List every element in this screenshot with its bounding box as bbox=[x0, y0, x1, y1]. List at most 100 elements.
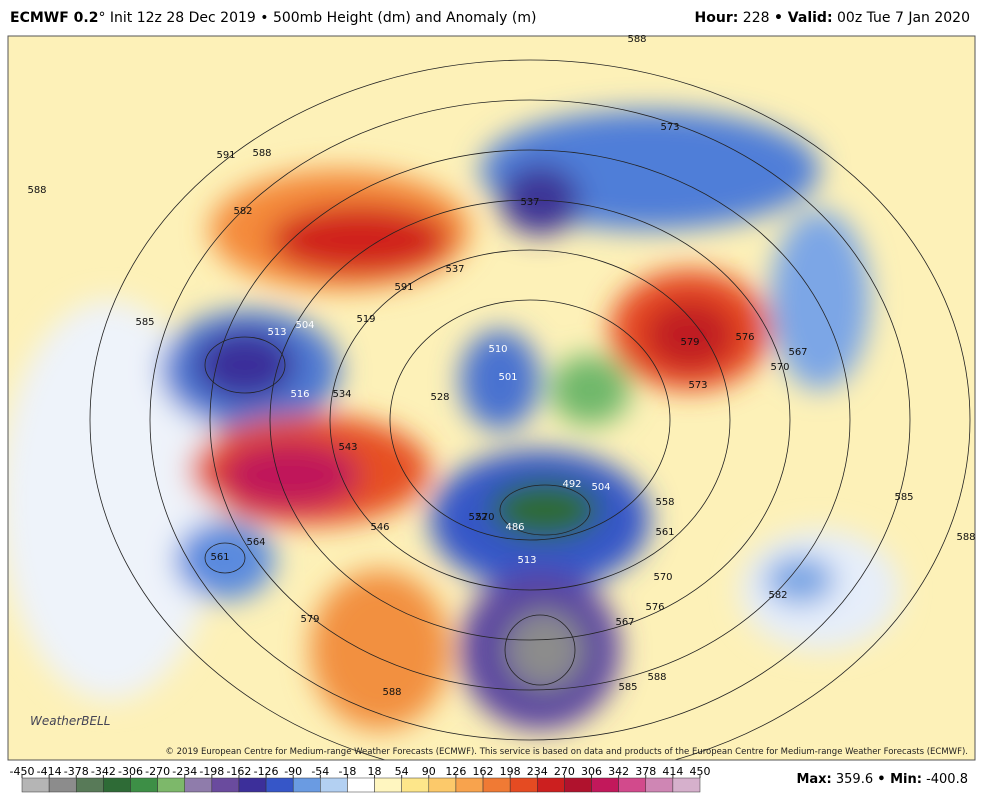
contour-label: 504 bbox=[295, 320, 314, 331]
colorbar-label: 414 bbox=[662, 765, 683, 778]
contour-label: 504 bbox=[591, 482, 610, 493]
max-label: Max: bbox=[796, 772, 831, 787]
degree: ° bbox=[98, 10, 106, 26]
contour-label: 528 bbox=[430, 392, 449, 403]
stats: Max: 359.6 • Min: -400.8 bbox=[796, 772, 968, 787]
colorbar-label: 198 bbox=[500, 765, 521, 778]
anomaly-fields bbox=[8, 110, 900, 730]
colorbar-label: -162 bbox=[226, 765, 251, 778]
valid: 00z Tue 7 Jan 2020 bbox=[837, 10, 970, 26]
contour-label: 519 bbox=[356, 314, 375, 325]
colorbar-label: 126 bbox=[445, 765, 466, 778]
colorbar-swatch bbox=[157, 777, 185, 793]
contour-label: 579 bbox=[300, 614, 319, 625]
contour-label: 579 bbox=[680, 337, 699, 348]
min: -400.8 bbox=[926, 772, 968, 787]
contour-label: 588 bbox=[27, 185, 46, 196]
header-left: ECMWF 0.2° Init 12z 28 Dec 2019 • 500mb … bbox=[10, 10, 536, 26]
copyright: © 2019 European Centre for Medium-range … bbox=[165, 747, 968, 757]
colorbar-swatch bbox=[265, 777, 294, 793]
contour-label: 546 bbox=[370, 522, 389, 533]
contour-label: 585 bbox=[894, 492, 913, 503]
colorbar-swatch bbox=[184, 777, 213, 793]
contour-label: 570 bbox=[653, 572, 672, 583]
colorbar-label: 54 bbox=[395, 765, 409, 778]
colorbar-label: -450 bbox=[10, 765, 35, 778]
colorbar-label: 270 bbox=[554, 765, 575, 778]
colorbar: -450 -414 -378 -342 -306 -270 -234 -198 -162 -126… bbox=[10, 765, 711, 793]
colorbar-swatch bbox=[238, 777, 267, 793]
contour-label: 588 bbox=[627, 34, 646, 45]
contour-label: 558 bbox=[655, 497, 674, 508]
colorbar-swatch bbox=[401, 777, 430, 793]
colorbar-label: -54 bbox=[311, 765, 329, 778]
contour-label: 510 bbox=[488, 344, 507, 355]
contour-label: 537 bbox=[520, 197, 539, 208]
contour-label: 591 bbox=[216, 150, 235, 161]
colorbar-label: -378 bbox=[64, 765, 89, 778]
contour-label: 516 bbox=[290, 389, 309, 400]
colorbar-label: 162 bbox=[473, 765, 494, 778]
colorbar-swatch bbox=[537, 777, 565, 793]
logo: WeatherBELL bbox=[30, 714, 110, 728]
min-label: • Min: bbox=[877, 772, 922, 787]
colorbar-swatch bbox=[564, 777, 592, 793]
height-contours bbox=[89, 59, 971, 760]
contour-label: 588 bbox=[956, 532, 975, 543]
colorbar-label: 378 bbox=[635, 765, 656, 778]
colorbar-swatch bbox=[428, 777, 457, 793]
colorbar-label: 450 bbox=[690, 765, 711, 778]
colorbar-swatch bbox=[482, 777, 511, 793]
colorbar-swatch bbox=[591, 777, 619, 793]
colorbar-label: -198 bbox=[199, 765, 224, 778]
colorbar-label: -414 bbox=[37, 765, 62, 778]
colorbar-swatch bbox=[645, 777, 674, 793]
colorbar-label: -342 bbox=[91, 765, 116, 778]
model: ECMWF 0.2 bbox=[10, 10, 99, 26]
hour-label: Hour: bbox=[694, 10, 739, 26]
colorbar-label: 18 bbox=[368, 765, 382, 778]
contour-label: 573 bbox=[688, 380, 707, 391]
contour-label: 561 bbox=[655, 527, 674, 538]
colorbar-swatch bbox=[320, 777, 348, 793]
colorbar-swatch bbox=[455, 777, 484, 793]
contour-label: 582 bbox=[768, 590, 787, 601]
colorbar-swatch bbox=[211, 777, 240, 793]
contour-label: 534 bbox=[332, 389, 351, 400]
contour-label: 588 bbox=[382, 687, 401, 698]
contour-label: 567 bbox=[615, 617, 634, 628]
contour-label: 486 bbox=[505, 522, 524, 533]
contour-label: 591 bbox=[394, 282, 413, 293]
colorbar-label: -234 bbox=[172, 765, 197, 778]
contour-label: 513 bbox=[267, 327, 286, 338]
colorbar-swatch bbox=[130, 777, 158, 793]
contour-label: 582 bbox=[233, 206, 252, 217]
colorbar-label: 342 bbox=[608, 765, 629, 778]
contour-label: 585 bbox=[135, 317, 154, 328]
colorbar-swatch bbox=[103, 777, 131, 793]
colorbar-label: 90 bbox=[422, 765, 436, 778]
colorbar-swatch bbox=[292, 777, 321, 793]
max: 359.6 bbox=[836, 772, 873, 787]
colorbar-swatch bbox=[509, 777, 538, 793]
header-right: Hour: 228 • Valid: 00z Tue 7 Jan 2020 bbox=[695, 10, 970, 26]
contour-label: 585 bbox=[618, 682, 637, 693]
colorbar-swatch bbox=[347, 777, 375, 793]
contour-label: 567 bbox=[788, 347, 807, 358]
colorbar-swatch bbox=[374, 777, 402, 793]
description: Init 12z 28 Dec 2019 • 500mb Height (dm)… bbox=[109, 10, 537, 26]
colorbar-swatch bbox=[21, 777, 50, 793]
contour-label: 561 bbox=[210, 552, 229, 563]
valid-label: • Valid: bbox=[773, 10, 833, 26]
contour-label: 588 bbox=[647, 672, 666, 683]
map-frame bbox=[7, 35, 976, 761]
colorbar-swatch bbox=[48, 777, 77, 793]
contour-label: 588 bbox=[252, 148, 271, 159]
contour-label: 576 bbox=[735, 332, 754, 343]
map-area bbox=[8, 36, 975, 760]
colorbar-swatch bbox=[75, 777, 104, 793]
colorbar-label: -306 bbox=[118, 765, 143, 778]
colorbar-label: 234 bbox=[527, 765, 548, 778]
